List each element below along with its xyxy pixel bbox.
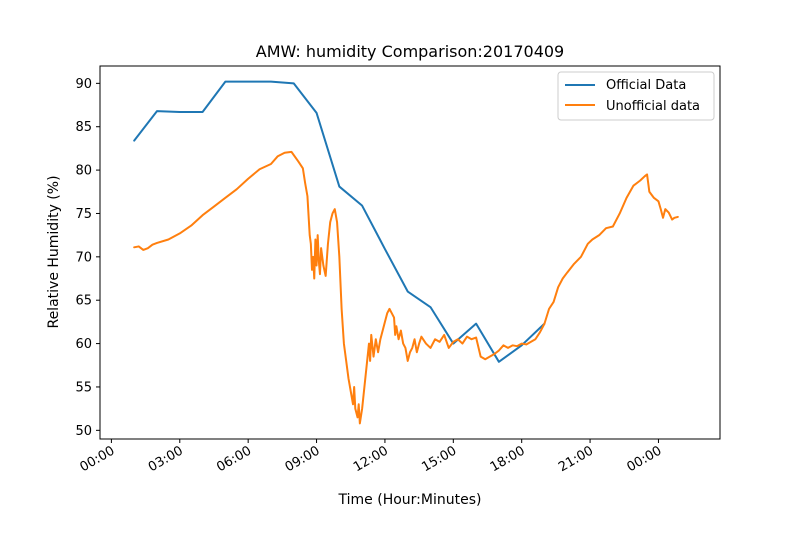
series-line-official bbox=[133, 80, 546, 363]
legend-label-official: Official Data bbox=[606, 78, 686, 93]
x-tick-label: 03:00 bbox=[146, 443, 186, 475]
y-tick-label: 50 bbox=[75, 424, 92, 439]
y-axis: 50 55 60 65 70 75 80 85 90 bbox=[75, 77, 100, 439]
x-tick-label: 21:00 bbox=[556, 443, 596, 475]
y-tick-label: 85 bbox=[75, 120, 92, 135]
x-tick-label: 00:00 bbox=[77, 443, 117, 475]
chart-title: AMW: humidity Comparison:20170409 bbox=[256, 42, 564, 61]
x-axis-label: Time (Hour:Minutes) bbox=[338, 492, 482, 508]
plot-area bbox=[99, 65, 721, 440]
x-tick-label: 15:00 bbox=[419, 443, 459, 475]
y-tick-label: 80 bbox=[75, 164, 92, 179]
x-axis: 00:00 03:00 06:00 09:00 12:00 15:00 18:00 21:00… bbox=[77, 439, 664, 475]
x-tick-label: 00:00 bbox=[625, 443, 665, 475]
y-tick-label: 65 bbox=[75, 294, 92, 309]
plot-frame bbox=[99, 65, 721, 440]
x-tick-label: 06:00 bbox=[214, 443, 254, 475]
y-tick-label: 55 bbox=[75, 380, 92, 395]
series-line-unofficial bbox=[133, 150, 679, 425]
y-tick-label: 70 bbox=[75, 250, 92, 265]
y-tick-label: 60 bbox=[75, 337, 92, 352]
legend: Official Data Unofficial data bbox=[557, 71, 715, 121]
y-tick-label: 75 bbox=[75, 207, 92, 222]
y-axis-label: Relative Humidity (%) bbox=[46, 175, 62, 328]
x-tick-label: 18:00 bbox=[488, 443, 528, 475]
x-tick-label: 12:00 bbox=[351, 443, 391, 475]
series-layer bbox=[133, 80, 679, 425]
legend-label-unofficial: Unofficial data bbox=[606, 99, 700, 114]
x-tick-label: 09:00 bbox=[283, 443, 323, 475]
y-tick-label: 90 bbox=[75, 77, 92, 92]
legend-box bbox=[557, 71, 715, 121]
